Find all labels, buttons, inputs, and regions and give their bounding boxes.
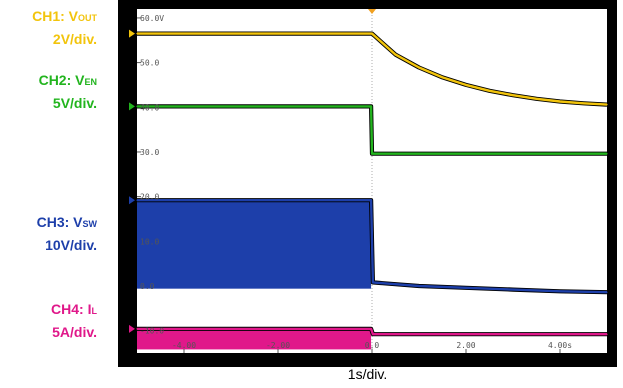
y-tick-label: 10.0 <box>140 237 159 246</box>
ch2-trace <box>137 105 607 155</box>
oscilloscope-screen: -4.00 -2.00 0.0 2.00 4.00s 60.0V 50.0 40.0 30.0… <box>118 0 617 367</box>
timebase-area: 1s/div. <box>118 0 617 388</box>
ch3-point <box>372 281 374 284</box>
ch2-point <box>606 153 608 155</box>
x-tick-label: 4.00s <box>548 341 572 350</box>
ch3-point <box>136 199 138 201</box>
ch1-point <box>465 84 467 86</box>
ch3-switching-band <box>137 200 372 289</box>
y-tick-label: 60.0V <box>140 14 164 23</box>
ch1-name-subscript: OUT <box>78 13 97 23</box>
ch1-label: CH1: VOUT 2V/div. <box>32 6 97 50</box>
ch1-point <box>512 94 514 96</box>
ch4-name-prefix: CH4: I <box>51 301 92 317</box>
ch3-label: CH3: VSW 10V/div. <box>37 212 97 256</box>
ch1-point <box>369 32 371 35</box>
ch2-scale: 5V/div. <box>52 95 97 111</box>
ch2-point <box>370 105 372 107</box>
ch3-point <box>559 290 561 292</box>
trigger-marker <box>368 9 376 14</box>
ch1-point <box>582 102 585 104</box>
ch3-point <box>606 291 608 293</box>
ch1-point <box>394 53 397 56</box>
ch4-scale: 5A/div. <box>52 324 97 340</box>
ch1-level-marker <box>129 29 135 38</box>
y-tick-label: -10.0 <box>140 327 164 336</box>
y-tick-label: 0.0 <box>140 282 155 291</box>
ch3-point <box>370 199 372 201</box>
x-tick-label: -4.00 <box>172 341 196 350</box>
ch4-switching-band <box>137 328 372 350</box>
ch3-point <box>512 288 514 291</box>
ch4-trace <box>137 327 607 336</box>
ch4-level-marker <box>129 324 135 333</box>
ch4-point <box>606 333 608 335</box>
ch3-point <box>465 287 467 289</box>
ch4-label: CH4: IL 5A/div. <box>51 299 97 343</box>
ch1-point <box>371 32 373 35</box>
ch1-point <box>441 76 444 78</box>
ch3-name-prefix: CH3: V <box>36 214 83 230</box>
ch4-point <box>136 328 138 330</box>
ch1-point <box>488 90 491 92</box>
x-tick-label: -2.00 <box>266 341 290 350</box>
ch3-name-subscript: SW <box>82 219 98 229</box>
ch2-name-subscript: EN <box>84 77 97 87</box>
ch2-point <box>371 153 373 155</box>
ch3-point <box>418 285 420 287</box>
ch4-point <box>372 333 374 335</box>
ch3-level-marker <box>129 196 135 205</box>
timebase-label: 1s/div. <box>347 366 388 382</box>
x-tick-label: 2.00 <box>456 341 475 350</box>
ch4-point <box>370 328 372 330</box>
ch1-point <box>606 104 608 106</box>
x-tick-label: 0.0 <box>365 341 380 350</box>
y-tick-label: 40.0 <box>140 103 159 112</box>
y-tick-label: 50.0 <box>140 59 159 68</box>
y-tick-label: 20.0 <box>140 193 159 202</box>
ch4-name-subscript: L <box>91 306 98 316</box>
ch1-point <box>418 66 420 69</box>
ch1-scale: 2V/div. <box>52 31 97 47</box>
ch1-point <box>136 32 138 35</box>
y-tick-label: 30.0 <box>140 148 159 157</box>
ch2-level-marker <box>129 102 135 111</box>
waveform-plot: -4.00 -2.00 0.0 2.00 4.00s 60.0V 50.0 40.0 30.0… <box>129 9 608 353</box>
ch3-scale: 10V/div. <box>45 237 97 253</box>
ch3-point <box>394 283 397 285</box>
ch2-label: CH2: VEN 5V/div. <box>39 70 97 114</box>
ch2-point <box>136 105 138 107</box>
ch2-name-prefix: CH2: V <box>38 72 85 88</box>
ch1-point <box>535 98 538 100</box>
ch1-name-prefix: CH1: V <box>32 8 78 24</box>
ch1-point <box>559 100 561 103</box>
